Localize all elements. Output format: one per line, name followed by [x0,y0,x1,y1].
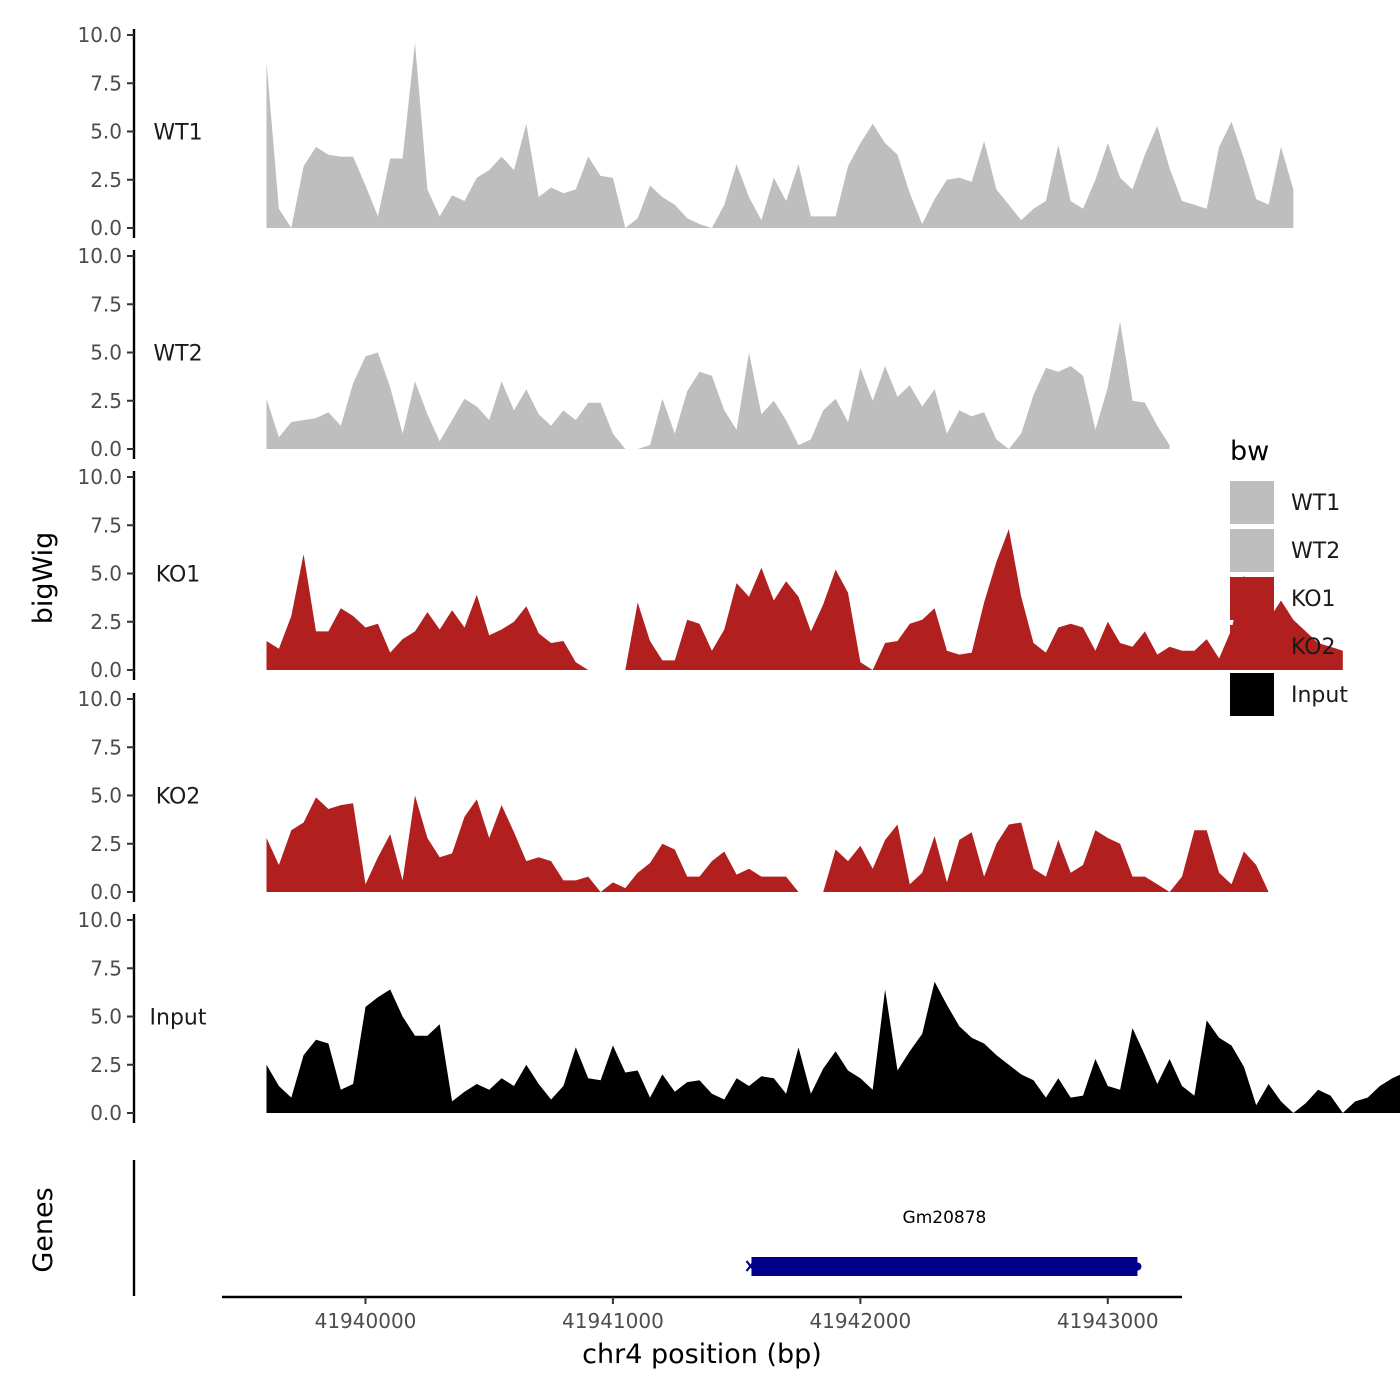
area-wt1 [291,42,626,229]
track-wt1: 0.0 2.5 5.0 7.5 10.0 WT1 [77,23,1294,240]
x-tick-label: 41941000 [562,1309,664,1333]
gene-end-marker [1133,1262,1142,1271]
y-tick-label: 10.0 [77,465,122,489]
x-tick-label: 41940000 [315,1309,417,1333]
facet-label: KO2 [156,785,201,810]
y-tick-label: 0.0 [90,880,122,904]
legend-swatch [1230,673,1274,716]
track-ko2: 0.0 2.5 5.0 7.5 10.0 KO2 [77,687,1269,904]
y-tick-label: 10.0 [77,687,122,711]
y-tick-label: 10.0 [77,244,122,268]
track-wt2: 0.0 2.5 5.0 7.5 10.0 WT2 [77,244,1170,461]
y-tick-label: 0.0 [90,658,122,682]
legend-label: KO2 [1291,635,1336,660]
y-tick-label: 0.0 [90,437,122,461]
y-tick-label: 5.0 [90,562,122,586]
y-tick-label: 10.0 [77,908,122,932]
x-tick-label: 41943000 [1057,1309,1159,1333]
y-tick-label: 7.5 [90,735,122,759]
area-ko2 [1169,830,1269,892]
x-tick-label: 41942000 [809,1309,911,1333]
y-axis-title: bigWig [28,532,59,625]
legend-label: WT2 [1291,539,1340,564]
legend-swatch [1230,529,1274,572]
facet-label: Input [150,1006,207,1031]
y-tick-label: 10.0 [77,23,122,47]
x-axis: 41940000 41941000 41942000 41943000 [222,1295,1182,1333]
gene-strand-marker [745,1260,756,1272]
track-input: 0.0 2.5 5.0 7.5 10.0 Input [77,908,1400,1125]
legend-swatch [1230,481,1274,524]
legend-swatch [1230,625,1274,668]
y-tick-label: 7.5 [90,292,122,316]
track-ko1: 0.0 2.5 5.0 7.5 10.0 KO1 [77,465,1343,682]
area-input [1293,1089,1343,1113]
bigwig-tracks: 0.02.55.07.510.0WT10.02.55.07.510.0WT20.… [77,23,1400,1125]
area-wt2 [266,352,626,449]
y-tick-label: 0.0 [90,1101,122,1125]
legend-item-ko1: KO1 [1230,577,1336,620]
area-ko2 [266,795,601,892]
legend-label: WT1 [1291,491,1340,516]
y-tick-label: 5.0 [90,784,122,808]
legend-item-wt2: WT2 [1230,529,1340,572]
y-tick-label: 0.0 [90,216,122,240]
y-tick-label: 7.5 [90,71,122,95]
gene-body [751,1257,1138,1276]
area-wt2 [637,352,1009,449]
legend-item-wt1: WT1 [1230,481,1340,524]
x-axis-title: chr4 position (bp) [582,1339,822,1370]
facet-label: WT1 [153,121,202,146]
area-input [1342,1074,1400,1113]
genes-panel: Gm20878 [132,1160,1142,1296]
area-wt1 [266,62,292,228]
area-input [266,981,1294,1113]
legend-item-ko2: KO2 [1230,625,1336,668]
y-tick-label: 2.5 [90,389,122,413]
facet-label: KO1 [156,563,201,588]
gene-gm20878: Gm20878 [745,1208,1142,1276]
y-tick-label: 2.5 [90,168,122,192]
legend-label: Input [1291,683,1348,708]
y-tick-label: 7.5 [90,956,122,980]
gene-label: Gm20878 [903,1208,987,1228]
facet-label: WT2 [153,342,202,367]
area-ko2 [600,843,799,892]
area-wt1 [625,185,712,228]
genes-axis-title: Genes [28,1187,59,1272]
legend: WT1 WT2 KO1 KO2 Input [1230,481,1348,716]
area-wt2 [1008,321,1170,449]
y-tick-label: 2.5 [90,832,122,856]
legend-label: KO1 [1291,587,1336,612]
area-ko1 [266,554,589,670]
y-tick-label: 2.5 [90,610,122,634]
legend-title: bw [1230,436,1269,467]
area-wt1 [711,121,1294,228]
area-ko1 [625,567,873,670]
y-tick-label: 2.5 [90,1053,122,1077]
area-ko2 [823,822,1170,892]
y-tick-label: 5.0 [90,341,122,365]
legend-swatch [1230,577,1274,620]
area-ko1 [872,529,1343,670]
y-tick-label: 5.0 [90,1005,122,1029]
y-tick-label: 7.5 [90,513,122,537]
legend-item-input: Input [1230,673,1348,716]
y-tick-label: 5.0 [90,120,122,144]
